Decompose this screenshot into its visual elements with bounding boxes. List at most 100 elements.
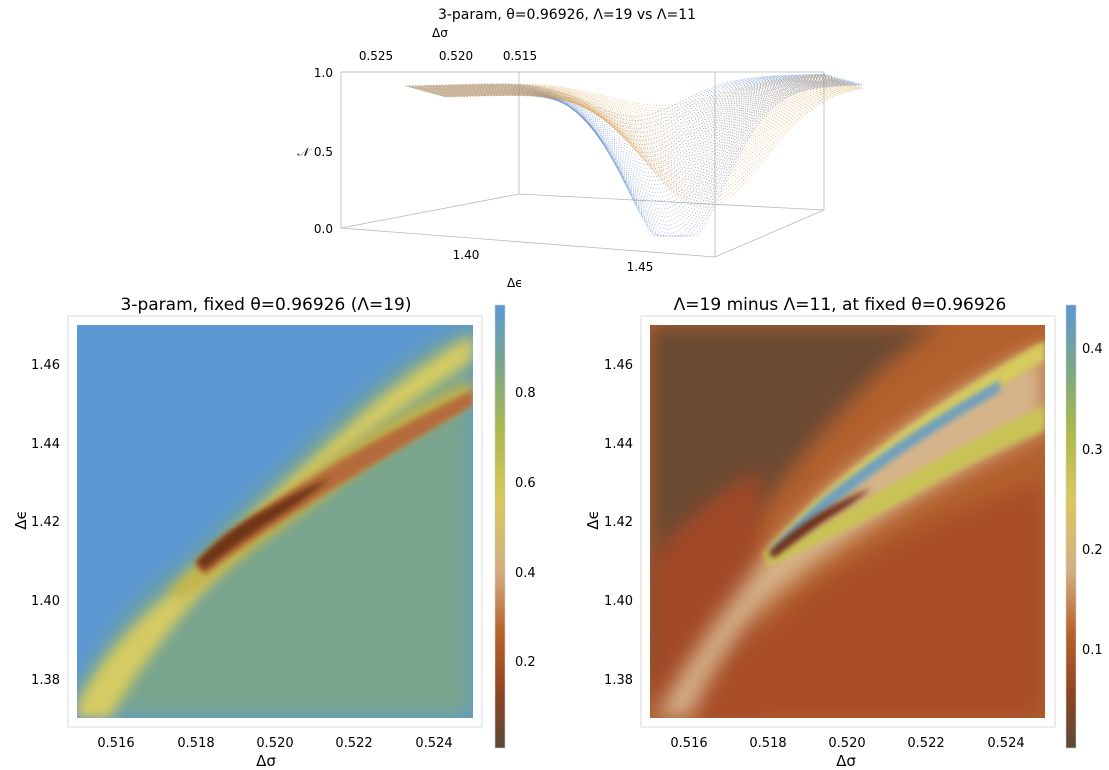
surface-x-tick-label: 0.515 <box>503 49 537 63</box>
surface-mesh-line <box>415 77 834 130</box>
surface-mesh-line <box>416 78 835 133</box>
left-x-tick-label: 0.516 <box>97 736 134 751</box>
surface-top-x-axis-label: Δσ <box>432 26 448 40</box>
surface-mesh-line <box>440 83 859 234</box>
surface-mesh-line <box>413 76 832 124</box>
surface-mesh-line <box>421 77 840 170</box>
right-colorbar-ticks: 0.1 0.2 0.3 0.4 <box>1082 342 1103 658</box>
right-heatmap-chart: Λ=19 minus Λ=11, at fixed θ=0.96926 0.1 … <box>584 295 1103 770</box>
surface-x-tick-label: 0.520 <box>439 49 473 63</box>
surface-mesh-line <box>438 85 857 190</box>
surface-mesh-line <box>443 87 862 202</box>
surface-mesh-line <box>429 82 848 166</box>
right-heatmap-field <box>650 325 1045 718</box>
surface-mesh-line <box>433 83 852 175</box>
right-colorbar-tick-label: 0.3 <box>1082 443 1103 458</box>
surface-mesh-line <box>420 79 839 142</box>
left-x-axis-label: Δσ <box>256 752 276 770</box>
surface-mesh-line <box>421 79 840 145</box>
surface-z-tick-label: 0.5 <box>314 145 333 159</box>
surface-mesh-line <box>422 80 841 148</box>
left-heatmap-title: 3-param, fixed θ=0.96926 (Λ=19) <box>121 295 412 315</box>
surface-z-tick-label: 0.0 <box>314 222 333 236</box>
left-heatmap-chart: 3-param, fixed θ=0.96926 (Λ=19) 0.2 0.4 … <box>12 295 536 770</box>
left-y-tick-label: 1.42 <box>31 515 60 530</box>
right-colorbar <box>1065 304 1077 749</box>
left-heatmap-frame <box>67 315 483 728</box>
surface-mesh-line <box>418 78 837 139</box>
right-y-tick-label: 1.46 <box>604 358 633 373</box>
right-x-tick-label: 0.518 <box>749 736 786 751</box>
surface-mesh-line <box>437 85 856 187</box>
surface-mesh-line <box>427 81 846 160</box>
surface-mesh-line <box>430 82 849 169</box>
right-heatmap-title: Λ=19 minus Λ=11, at fixed θ=0.96926 <box>674 295 1007 315</box>
right-y-tick-label: 1.38 <box>604 673 633 688</box>
surface-z-ticks: 1.0 0.5 0.0 <box>314 66 333 236</box>
surface-y-tick-label: 1.40 <box>453 248 480 262</box>
surface-mesh-line <box>428 81 847 163</box>
surface-mesh-line <box>431 83 850 172</box>
right-x-tick-label: 0.520 <box>828 736 865 751</box>
left-x-tick-label: 0.518 <box>177 736 214 751</box>
surface-z-tick-label: 1.0 <box>314 66 333 80</box>
right-x-tick-label: 0.516 <box>670 736 707 751</box>
left-y-tick-label: 1.40 <box>31 594 60 609</box>
right-y-axis-label: Δϵ <box>584 510 602 530</box>
surface-bottom-axis-label: Δϵ <box>507 276 523 290</box>
surface-mesh-line <box>435 84 854 181</box>
right-y-ticks: 1.38 1.40 1.42 1.44 1.46 <box>604 358 633 688</box>
left-heatmap-field <box>77 325 473 718</box>
left-colorbar-tick-label: 0.6 <box>515 476 536 491</box>
surface-x-tick-label: 0.525 <box>359 49 393 63</box>
right-x-tick-label: 0.522 <box>907 736 944 751</box>
surface-mesh-line <box>444 87 863 205</box>
surface-mesh-line <box>405 74 825 106</box>
surface-mesh-line <box>423 80 842 151</box>
left-y-ticks: 1.38 1.40 1.42 1.44 1.46 <box>31 358 60 688</box>
left-colorbar-tick-label: 0.2 <box>515 655 536 670</box>
right-x-tick-label: 0.524 <box>987 736 1024 751</box>
surface-chart: 3-param, θ=0.96926, Λ=19 vs Λ=11 Δσ 0.52… <box>297 7 865 290</box>
left-colorbar-ticks: 0.2 0.4 0.6 0.8 <box>515 386 536 670</box>
left-y-tick-label: 1.46 <box>31 358 60 373</box>
surface-mesh-line <box>409 75 828 115</box>
surface-mesh-line <box>407 74 826 109</box>
surface-box <box>340 71 825 258</box>
left-x-tick-label: 0.520 <box>256 736 293 751</box>
surface-mesh-line <box>440 85 859 193</box>
left-colorbar <box>494 304 506 749</box>
surface-bottom-y-ticks: 1.40 1.45 <box>453 248 654 274</box>
right-x-axis-label: Δσ <box>836 752 856 770</box>
surface-meshes <box>405 73 865 237</box>
surface-series-2 <box>405 74 865 208</box>
surface-mesh-line <box>441 86 860 196</box>
right-y-tick-label: 1.44 <box>604 437 633 452</box>
surface-y-tick-label: 1.45 <box>627 260 654 274</box>
surface-mesh-line <box>431 80 850 206</box>
surface-mesh-line <box>417 78 836 136</box>
surface-mesh-line <box>433 81 852 210</box>
right-x-ticks: 0.516 0.518 0.520 0.522 0.524 <box>670 736 1024 751</box>
left-colorbar-tick-label: 0.4 <box>515 566 536 581</box>
right-y-tick-label: 1.40 <box>604 594 633 609</box>
right-colorbar-tick-label: 0.2 <box>1082 543 1103 558</box>
surface-mesh-line <box>443 84 862 237</box>
left-x-tick-label: 0.524 <box>415 736 452 751</box>
left-y-tick-label: 1.38 <box>31 673 60 688</box>
right-colorbar-tick-label: 0.4 <box>1082 342 1103 357</box>
surface-title: 3-param, θ=0.96926, Λ=19 vs Λ=11 <box>438 7 696 23</box>
surface-mesh-line <box>411 76 830 121</box>
left-x-tick-label: 0.522 <box>335 736 372 751</box>
surface-mesh-line <box>435 81 854 218</box>
left-colorbar-tick-label: 0.8 <box>515 386 536 401</box>
surface-mesh-line <box>425 81 845 157</box>
surface-mesh-line <box>445 84 865 237</box>
surface-mesh-line <box>410 76 829 118</box>
surface-top-x-ticks: 0.525 0.520 0.515 <box>359 49 537 63</box>
surface-series-1 <box>405 73 865 237</box>
surface-z-axis-label: 𝒩 <box>297 145 312 159</box>
right-heatmap-frame <box>640 315 1056 728</box>
surface-mesh-line <box>442 86 861 199</box>
